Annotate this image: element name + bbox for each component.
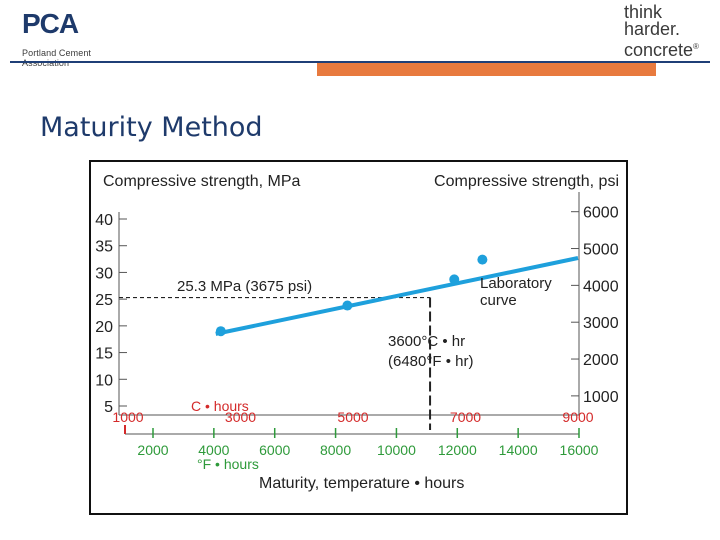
curve-label-line2: curve	[480, 292, 517, 309]
maturity-annotation-line2: (6480°F • hr)	[388, 353, 473, 370]
mpa-tick-label: 5	[104, 399, 113, 416]
x-axis-title: Maturity, temperature • hours	[259, 475, 464, 492]
brand-concrete-word: concrete	[624, 40, 694, 60]
think-harder-concrete-logo: think harder. concrete®	[624, 2, 716, 59]
f-axis-tick-label: 4000	[198, 442, 229, 458]
f-hours-unit-label: °F • hours	[197, 456, 259, 472]
header-rule	[10, 61, 710, 63]
mpa-tick-label: 30	[95, 265, 113, 282]
brand-line-think: think	[624, 2, 663, 22]
brand-line-harder: harder.	[624, 19, 681, 39]
f-axis-tick-label: 10000	[377, 442, 416, 458]
curve-label-line1: Laboratory	[480, 275, 552, 292]
c-axis-tick-label: 9000	[562, 409, 593, 425]
strength-annotation: 25.3 MPa (3675 psi)	[177, 278, 312, 295]
accent-bar	[317, 63, 656, 76]
c-axis-tick-label: 1000	[112, 409, 143, 425]
laboratory-curve-line	[215, 256, 579, 336]
f-axis-tick-label: 2000	[137, 442, 168, 458]
data-point	[477, 254, 488, 265]
right-axis-title: Compressive strength, psi	[434, 173, 619, 190]
f-axis-tick-label: 6000	[259, 442, 290, 458]
mpa-tick-label: 10	[95, 372, 113, 389]
f-axis-tick-label: 8000	[320, 442, 351, 458]
c-axis-tick-label: 3000	[225, 409, 256, 425]
mpa-tick-label: 40	[95, 212, 113, 229]
data-point	[215, 326, 226, 337]
psi-tick-label: 5000	[583, 242, 619, 259]
c-hours-unit-label: C • hours	[191, 398, 249, 414]
f-axis-tick-label: 16000	[560, 442, 599, 458]
mpa-tick-label: 25	[95, 292, 113, 309]
data-point	[449, 274, 460, 285]
psi-tick-label: 6000	[583, 205, 619, 222]
psi-tick-label: 4000	[583, 278, 619, 295]
c-axis-tick-label: 7000	[450, 409, 481, 425]
maturity-annotation-line1: 3600°C • hr	[388, 333, 465, 350]
data-point	[342, 300, 353, 311]
f-axis-tick-label: 12000	[438, 442, 477, 458]
mpa-tick-label: 20	[95, 319, 113, 336]
mpa-tick-label: 35	[95, 239, 113, 256]
pca-logo-text: PCA	[22, 8, 79, 39]
slide-title: Maturity Method	[40, 112, 263, 143]
left-axis-title: Compressive strength, MPa	[103, 173, 301, 190]
c-axis-tick-label: 5000	[337, 409, 368, 425]
psi-tick-label: 3000	[583, 315, 619, 332]
psi-tick-label: 2000	[583, 352, 619, 369]
brand-line-concrete: concrete®	[624, 38, 716, 59]
f-axis-tick-label: 14000	[499, 442, 538, 458]
mpa-tick-label: 15	[95, 346, 113, 363]
registered-mark: ®	[693, 42, 699, 51]
pca-logo: PCA Portland Cement Association	[10, 6, 140, 68]
psi-tick-label: 1000	[583, 389, 619, 406]
pca-logo-subtitle: Portland Cement Association	[22, 48, 92, 68]
maturity-chart: Compressive strength, MPa Compressive str…	[89, 160, 628, 515]
chart-canvas: Compressive strength, MPa Compressive str…	[95, 173, 619, 492]
